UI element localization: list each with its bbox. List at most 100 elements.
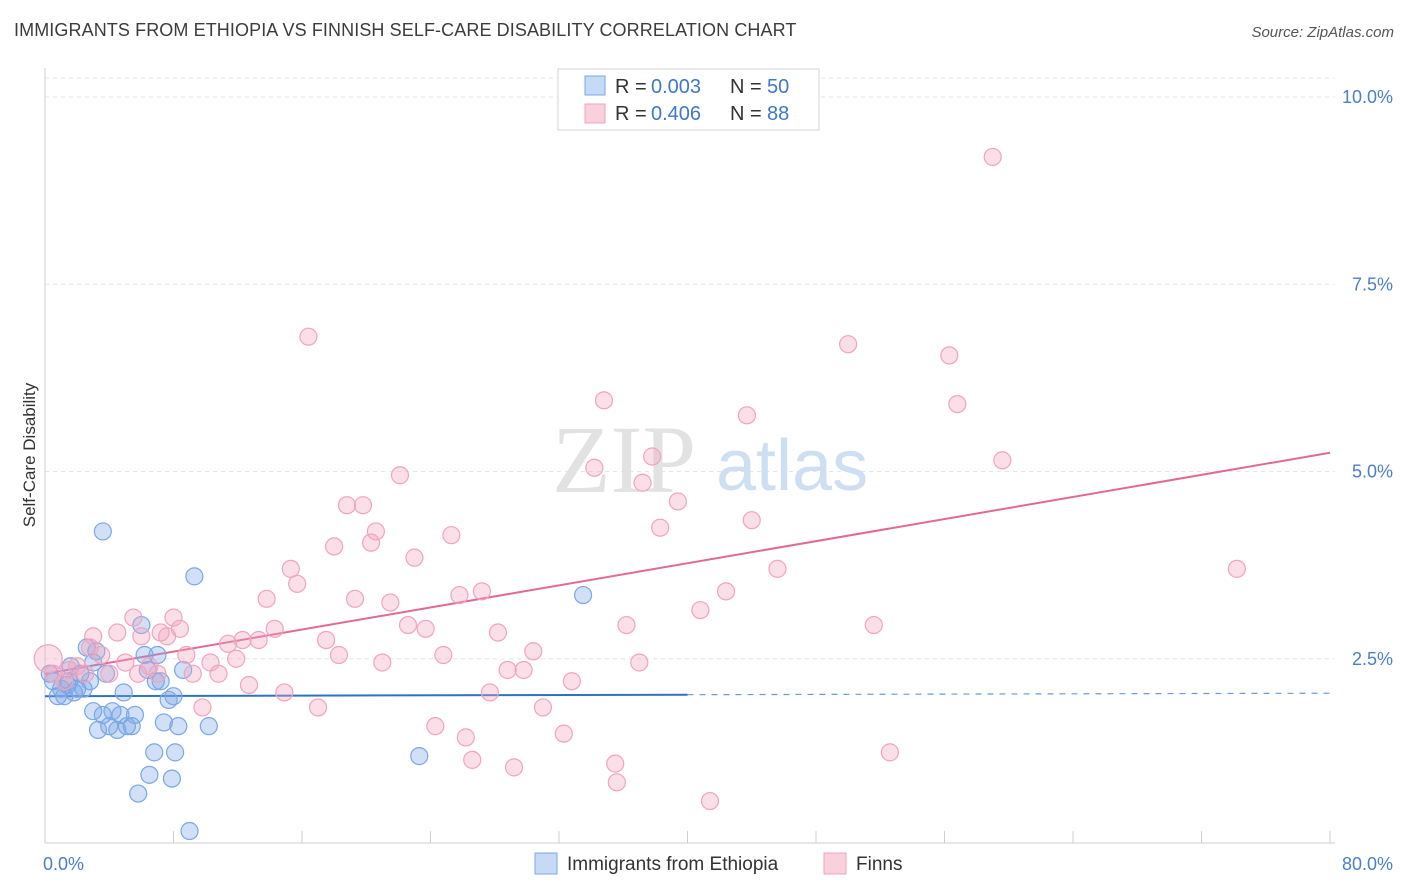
- legend-n-label-2: N =: [730, 103, 762, 125]
- point-finns: [983, 147, 1002, 167]
- point-finns: [183, 664, 202, 683]
- legend-swatch-finns: [584, 103, 606, 124]
- point-finns: [337, 496, 357, 515]
- point-finns: [170, 619, 190, 638]
- point-ethiopia: [129, 784, 148, 803]
- point-finns: [554, 724, 573, 743]
- point-finns: [948, 394, 967, 414]
- point-finns: [84, 627, 103, 646]
- legend-r-value-2: 0.406: [651, 103, 701, 125]
- stats-legend: R = 0.003 N = 50 R = 0.406 N = 88: [557, 68, 820, 131]
- chart-title: IMMIGRANTS FROM ETHIOPIA VS FINNISH SELF…: [14, 20, 797, 40]
- point-finns: [651, 518, 670, 537]
- point-finns: [643, 447, 662, 466]
- point-finns: [325, 537, 344, 556]
- point-finns: [366, 522, 385, 541]
- legend-r-value-1: 0.003: [651, 76, 701, 98]
- point-finns: [124, 608, 143, 627]
- point-finns: [76, 664, 95, 683]
- point-finns: [880, 743, 899, 762]
- point-finns: [148, 664, 167, 683]
- point-finns: [100, 664, 119, 683]
- point-finns: [353, 496, 373, 515]
- point-finns: [498, 660, 517, 680]
- point-finns: [691, 600, 710, 620]
- point-finns: [239, 675, 259, 695]
- point-finns: [480, 683, 500, 702]
- point-ethiopia: [185, 567, 204, 586]
- point-ethiopia: [169, 717, 188, 736]
- point-ethiopia: [111, 705, 130, 725]
- point-finns: [405, 548, 424, 567]
- trend-line-extension-ethiopia: [687, 692, 1331, 696]
- point-finns: [504, 758, 524, 777]
- point-finns: [940, 346, 959, 365]
- point-finns: [193, 698, 212, 717]
- point-ethiopia: [164, 687, 183, 706]
- x-tick-min: 0.0%: [43, 854, 84, 874]
- data-points: [33, 147, 1246, 841]
- point-finns: [398, 615, 418, 635]
- point-finns: [472, 582, 491, 601]
- y-tick-labels: 2.5% 5.0% 7.5% 10.0%: [1342, 87, 1393, 669]
- trend-lines: [44, 451, 1331, 698]
- point-finns: [329, 645, 349, 665]
- point-finns: [116, 653, 135, 672]
- point-finns: [249, 630, 268, 650]
- trend-line-finns: [44, 451, 1331, 675]
- point-finns: [132, 627, 151, 646]
- point-finns: [633, 473, 652, 492]
- legend-r-label-2: R =: [615, 103, 647, 125]
- point-finns: [456, 728, 475, 747]
- series-legend: Immigrants from Ethiopia Finns: [534, 852, 902, 875]
- point-finns: [768, 559, 787, 578]
- point-ethiopia: [166, 743, 185, 762]
- point-finns: [668, 492, 687, 511]
- point-finns: [257, 589, 276, 608]
- series-legend-label-ethiopia: Immigrants from Ethiopia: [567, 854, 779, 875]
- point-finns: [373, 653, 392, 672]
- point-finns: [594, 391, 614, 410]
- point-finns: [345, 589, 365, 608]
- series-legend-swatch-finns: [823, 852, 847, 875]
- point-finns: [55, 672, 74, 691]
- y-axis-label: Self-Care Disability: [20, 382, 39, 527]
- point-ethiopia: [74, 679, 93, 698]
- point-finns: [463, 750, 482, 769]
- legend-n-value-2: 88: [767, 103, 789, 125]
- source-label: Source: ZipAtlas.com: [1251, 24, 1394, 41]
- point-finns: [585, 458, 604, 477]
- point-finns: [488, 623, 508, 642]
- point-finns: [607, 773, 626, 792]
- trend-line-ethiopia: [44, 693, 688, 698]
- point-finns: [108, 623, 127, 642]
- point-finns: [416, 619, 435, 638]
- point-finns: [308, 698, 328, 717]
- point-finns: [700, 791, 720, 811]
- point-finns: [1227, 559, 1246, 578]
- point-finns: [524, 642, 543, 661]
- point-ethiopia: [140, 765, 159, 784]
- y-tick-label-1: 5.0%: [1352, 462, 1393, 482]
- watermark: ZIP atlas: [552, 406, 868, 513]
- point-finns: [288, 574, 307, 593]
- point-finns: [450, 585, 469, 605]
- legend-r-label-1: R =: [615, 76, 647, 98]
- point-finns: [442, 526, 461, 545]
- point-ethiopia: [114, 683, 133, 702]
- point-finns: [742, 511, 761, 530]
- point-ethiopia: [573, 585, 593, 605]
- point-finns: [390, 466, 410, 485]
- point-finns: [164, 608, 183, 627]
- series-legend-label-finns: Finns: [856, 854, 902, 875]
- series-legend-swatch-ethiopia: [534, 852, 558, 875]
- point-finns: [227, 649, 246, 668]
- point-finns: [316, 630, 336, 650]
- watermark-atlas: atlas: [716, 426, 868, 506]
- point-finns: [233, 630, 252, 650]
- point-ethiopia: [93, 522, 112, 541]
- point-ethiopia: [122, 717, 141, 736]
- grid-lines: [45, 77, 1335, 660]
- point-ethiopia: [162, 769, 181, 788]
